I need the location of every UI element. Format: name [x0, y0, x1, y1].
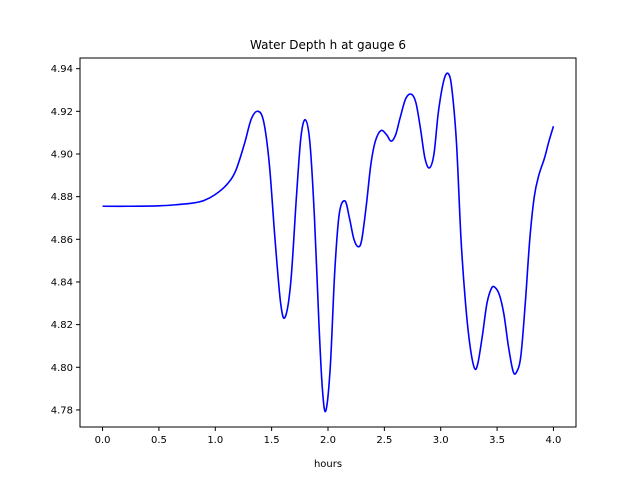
- x-tick-label: 3.0: [433, 435, 449, 446]
- x-tick-label: 0.0: [95, 435, 111, 446]
- y-tick-label: 4.90: [51, 149, 73, 160]
- plot-area: [102, 72, 555, 413]
- y-tick-label: 4.80: [51, 363, 73, 374]
- y-tick-label: 4.82: [51, 320, 73, 331]
- y-tick-label: 4.94: [51, 64, 73, 75]
- y-tick-label: 4.84: [51, 277, 73, 288]
- x-tick-label: 2.5: [376, 435, 392, 446]
- y-tick-label: 4.86: [51, 235, 73, 246]
- x-axis-label: hours: [314, 459, 342, 470]
- chart-title: Water Depth h at gauge 6: [250, 38, 406, 52]
- x-tick-label: 3.5: [489, 435, 505, 446]
- y-axis: 4.78 4.80 4.82 4.84 4.86 4.88 4.90 4.92 4.94: [51, 64, 80, 416]
- x-axis: 0.0 0.5 1.0 1.5 2.0 2.5 3.0 3.5 4.0: [95, 427, 562, 446]
- x-tick-label: 1.5: [264, 435, 280, 446]
- y-tick-label: 4.88: [51, 192, 73, 203]
- x-tick-label: 0.5: [151, 435, 167, 446]
- x-tick-label: 1.0: [207, 435, 223, 446]
- y-tick-label: 4.78: [51, 405, 73, 416]
- series-line-0: [102, 72, 555, 413]
- y-tick-label: 4.92: [51, 107, 73, 118]
- x-tick-label: 2.0: [320, 435, 336, 446]
- x-tick-label: 4.0: [546, 435, 562, 446]
